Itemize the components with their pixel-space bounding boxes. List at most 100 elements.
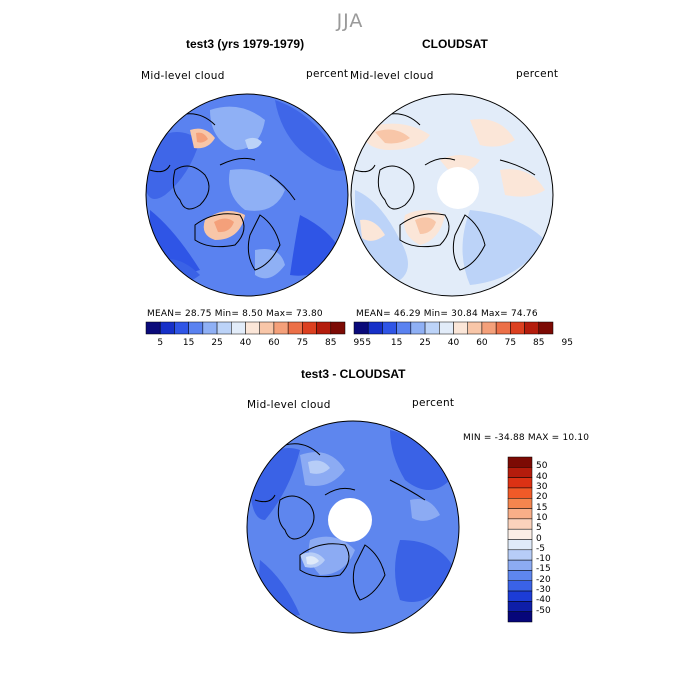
colorbar-cloudsat-cell bbox=[396, 321, 412, 335]
colorbar-cloudsat-cell bbox=[439, 321, 454, 335]
colorbar-cloudsat-tick-label: 5 bbox=[365, 338, 372, 348]
map-cloudsat-border bbox=[350, 93, 554, 297]
colorbar-difference-cell bbox=[507, 559, 533, 571]
map-difference-coastlines bbox=[254, 443, 426, 601]
colorbar-test3-cell bbox=[287, 321, 303, 335]
colorbar-difference-tick-label: -20 bbox=[536, 574, 551, 585]
colorbar-test3-tick-label: 95 bbox=[353, 338, 365, 348]
colorbar-test3-cell bbox=[174, 321, 189, 335]
colorbar-difference-tick-label: 40 bbox=[536, 471, 548, 482]
variable-label-test3: Mid-level cloud bbox=[141, 70, 225, 82]
colorbar-test3-cell bbox=[231, 321, 246, 335]
colorbar-cloudsat-cell bbox=[538, 321, 554, 335]
colorbar-cloudsat-cell bbox=[410, 321, 426, 335]
colorbar-cloudsat-tick-label: 85 bbox=[533, 338, 545, 348]
panel-title-difference: test3 - CLOUDSAT bbox=[301, 367, 406, 381]
map-difference bbox=[246, 420, 460, 634]
map-difference-polar-gap bbox=[328, 498, 372, 542]
colorbar-cloudsat-cell bbox=[453, 321, 468, 335]
colorbar-difference-cell bbox=[507, 467, 533, 478]
panel-title-test3: test3 (yrs 1979-1979) bbox=[186, 37, 305, 51]
variable-label-difference: Mid-level cloud bbox=[247, 399, 331, 411]
colorbar-difference-cell bbox=[507, 487, 533, 499]
map-cloudsat-contours bbox=[355, 119, 545, 285]
colorbar-cloudsat-tick-label: 75 bbox=[504, 338, 517, 348]
colorbar-test3-tick-label: 40 bbox=[239, 338, 252, 348]
colorbar-difference-cell bbox=[507, 498, 533, 509]
colorbar-test3-tick-label: 15 bbox=[182, 338, 195, 348]
panel-title-cloudsat: CLOUDSAT bbox=[422, 37, 488, 51]
colorbar-test3-cell bbox=[330, 321, 346, 335]
colorbar-difference-tick-label: 50 bbox=[536, 461, 548, 472]
colorbar-difference-cell bbox=[507, 456, 533, 468]
colorbar-test3 bbox=[145, 321, 346, 335]
colorbar-test3-cell bbox=[159, 321, 175, 335]
colorbar-difference-cell bbox=[507, 539, 533, 551]
colorbar-test3-cell bbox=[273, 321, 289, 335]
figure-title: JJA bbox=[336, 10, 364, 32]
stats-difference: MIN = -34.88 MAX = 10.10 bbox=[463, 433, 590, 443]
colorbar-cloudsat-cell bbox=[510, 321, 525, 335]
colorbar-difference-cell bbox=[507, 570, 533, 582]
colorbar-difference bbox=[507, 456, 533, 623]
units-label-test3: percent bbox=[306, 68, 349, 80]
colorbar-cloudsat-cell bbox=[367, 321, 383, 335]
colorbar-difference-cell bbox=[507, 477, 533, 489]
colorbar-difference-tick-label: -15 bbox=[536, 564, 551, 575]
colorbar-test3-tick-label: 5 bbox=[157, 338, 164, 348]
colorbar-difference-tick-label: -40 bbox=[536, 595, 551, 606]
colorbar-cloudsat-cell bbox=[353, 321, 369, 335]
colorbar-test3-tick-label: 60 bbox=[268, 338, 280, 348]
colorbar-test3-cell bbox=[316, 321, 332, 335]
colorbar-test3-cell bbox=[216, 321, 232, 335]
colorbar-difference-tick-label: 10 bbox=[536, 512, 548, 523]
colorbar-difference-tick-label: -50 bbox=[536, 605, 551, 616]
colorbar-test3-cell bbox=[245, 321, 260, 335]
colorbar-difference-cell bbox=[507, 601, 533, 612]
colorbar-test3-cell bbox=[188, 321, 204, 335]
colorbar-cloudsat-cell bbox=[481, 321, 497, 335]
colorbar-difference-tick-label: 0 bbox=[536, 533, 542, 544]
map-difference-border bbox=[246, 420, 460, 634]
colorbar-difference-tick-label: 15 bbox=[536, 502, 548, 513]
variable-label-cloudsat: Mid-level cloud bbox=[350, 70, 434, 82]
colorbar-test3-tick-label: 25 bbox=[211, 338, 223, 348]
colorbar-cloudsat-cell bbox=[495, 321, 511, 335]
colorbar-difference-tick-label: -10 bbox=[536, 554, 551, 565]
colorbar-cloudsat-cell bbox=[467, 321, 483, 335]
colorbar-difference-tick-label: 20 bbox=[536, 492, 548, 503]
colorbar-test3-cell bbox=[259, 321, 275, 335]
units-label-difference: percent bbox=[412, 397, 455, 409]
colorbar-cloudsat bbox=[353, 321, 554, 335]
colorbar-difference-cell bbox=[507, 611, 533, 623]
colorbar-difference-cell bbox=[507, 528, 533, 540]
colorbar-difference-tick-label: -5 bbox=[536, 543, 545, 554]
colorbar-difference-cell bbox=[507, 518, 533, 530]
map-cloudsat-coastlines bbox=[354, 113, 536, 271]
map-cloudsat-polar-gap bbox=[437, 167, 479, 209]
colorbar-cloudsat-tick-label: 25 bbox=[419, 338, 431, 348]
colorbar-difference-tick-label: 30 bbox=[536, 481, 548, 492]
map-test3-border bbox=[145, 93, 349, 297]
units-label-cloudsat: percent bbox=[516, 68, 559, 80]
colorbar-cloudsat-cell bbox=[424, 321, 440, 335]
map-test3 bbox=[145, 93, 349, 297]
stats-cloudsat: MEAN= 46.29 Min= 30.84 Max= 74.76 bbox=[356, 309, 538, 319]
colorbar-test3-cell bbox=[202, 321, 218, 335]
colorbar-difference-tick-label: -30 bbox=[536, 585, 551, 596]
map-cloudsat bbox=[350, 93, 554, 297]
colorbar-difference-cell bbox=[507, 580, 533, 592]
colorbar-difference-cell bbox=[507, 549, 533, 561]
colorbar-cloudsat-tick-label: 95 bbox=[561, 338, 573, 348]
colorbar-test3-tick-label: 75 bbox=[296, 338, 309, 348]
colorbar-cloudsat-cell bbox=[382, 321, 397, 335]
colorbar-difference-cell bbox=[507, 508, 533, 520]
colorbar-difference-cell bbox=[507, 590, 533, 602]
colorbar-difference-tick-label: 5 bbox=[536, 523, 542, 534]
colorbar-test3-cell bbox=[145, 321, 161, 335]
colorbar-test3-tick-label: 85 bbox=[325, 338, 337, 348]
colorbar-cloudsat-tick-label: 60 bbox=[476, 338, 488, 348]
colorbar-cloudsat-cell bbox=[524, 321, 540, 335]
colorbar-test3-cell bbox=[302, 321, 317, 335]
